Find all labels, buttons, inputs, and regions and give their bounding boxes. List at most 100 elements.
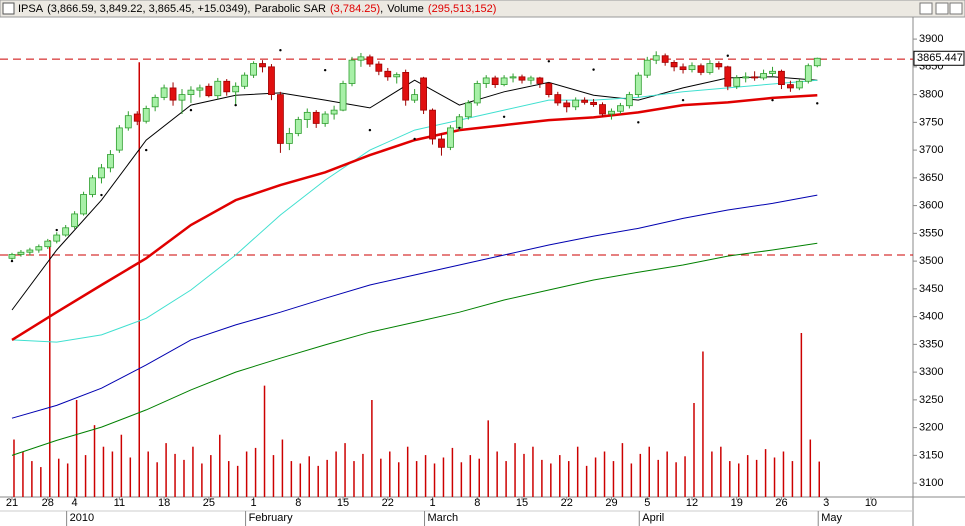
legend-separator: , <box>247 3 250 15</box>
candle-body <box>572 99 580 108</box>
x-tick-label: 19 <box>731 497 743 509</box>
sar-dot <box>413 137 416 141</box>
y-tick-label: 3700 <box>919 144 943 156</box>
sar-dot <box>100 193 103 197</box>
y-tick-label: 3450 <box>919 283 943 295</box>
legend-name: Parabolic SAR <box>254 3 326 15</box>
sar-dot <box>234 103 237 107</box>
candle-body <box>581 99 589 103</box>
candle-body <box>733 77 741 87</box>
candle-body <box>8 254 16 259</box>
x-tick-label: 28 <box>42 497 54 509</box>
maximize-button[interactable] <box>935 2 949 15</box>
candle-body <box>697 65 705 73</box>
candle-body <box>795 80 803 89</box>
close-button[interactable] <box>949 2 963 15</box>
candle-body <box>17 251 25 255</box>
restore-button[interactable] <box>919 2 933 15</box>
x-tick-label: 21 <box>6 497 18 509</box>
candle-body <box>312 111 320 124</box>
candle-body <box>804 65 812 82</box>
sar-dot <box>726 54 729 57</box>
candle-body <box>608 110 615 115</box>
candle-body <box>438 138 445 148</box>
candle-body <box>491 77 499 86</box>
candle-body <box>769 70 776 74</box>
candle-body <box>518 76 526 81</box>
last-price-box <box>913 50 965 66</box>
x-tick-label: 1 <box>251 497 257 509</box>
candle-body <box>402 71 410 101</box>
y-tick-label: 3750 <box>919 116 943 128</box>
legend-value: (3,866.59, 3,849.22, 3,865.45, +15.0349) <box>47 3 247 15</box>
candle-body <box>384 70 392 78</box>
window-icon <box>2 2 15 15</box>
candle-body <box>98 167 105 179</box>
candle-body <box>536 77 544 84</box>
candle-body <box>509 76 517 79</box>
y-tick-label: 3800 <box>919 89 943 101</box>
candle-body <box>455 116 463 129</box>
candle-body <box>285 133 293 144</box>
sar-dot <box>368 128 372 132</box>
legend-value: (295,513,152) <box>428 3 497 15</box>
y-tick-label: 3900 <box>919 33 943 45</box>
candle-body <box>751 76 759 79</box>
candle-body <box>232 85 240 93</box>
x-tick-label: 3 <box>823 497 829 509</box>
candle-body <box>241 74 249 87</box>
candle-body <box>142 108 150 122</box>
x-tick-label: 1 <box>429 497 435 509</box>
candle-body <box>599 104 606 115</box>
candle-body <box>339 83 347 111</box>
candle-body <box>473 83 481 104</box>
candle-body <box>643 59 651 76</box>
candle-body <box>617 105 624 112</box>
moving-average-line <box>11 194 818 419</box>
x-tick-label: 22 <box>561 497 573 509</box>
last-price-label: 3865.447 <box>917 52 963 64</box>
x-tick-label: 8 <box>474 497 480 509</box>
candle-body <box>357 56 365 61</box>
moving-average-line <box>11 242 818 456</box>
candle-body <box>652 55 660 61</box>
y-tick-label: 3500 <box>919 255 943 267</box>
candle-body <box>429 109 436 140</box>
candle-body <box>420 77 427 111</box>
legend-value: (3,784.25) <box>330 3 380 15</box>
candle-body <box>500 77 508 86</box>
month-label: April <box>642 512 664 524</box>
y-tick-label: 3600 <box>919 200 943 212</box>
y-tick-label: 3550 <box>919 227 943 239</box>
candle-body <box>634 74 642 95</box>
sar-dot <box>10 259 14 263</box>
sar-dot <box>681 98 685 102</box>
candle-body <box>196 87 204 91</box>
y-tick-label: 3300 <box>919 366 943 378</box>
candle-body <box>294 119 302 134</box>
candle-body <box>679 66 687 71</box>
x-tick-label: 26 <box>775 497 787 509</box>
candle-body <box>303 111 311 120</box>
candle-body <box>178 94 186 101</box>
sar-dot <box>458 126 461 130</box>
candle-body <box>250 63 257 76</box>
month-label: May <box>821 512 842 524</box>
x-tick-label: 8 <box>295 497 301 509</box>
candle-body <box>321 113 329 124</box>
candle-body <box>214 80 222 97</box>
candle-body <box>205 85 213 97</box>
candle-body <box>35 246 43 251</box>
candle-body <box>715 63 723 68</box>
candle-body <box>169 87 177 101</box>
y-tick-label: 3650 <box>919 172 943 184</box>
sar-dot <box>592 68 595 71</box>
candle-body <box>545 83 553 95</box>
candle-body <box>393 74 401 78</box>
x-tick-label: 22 <box>382 497 394 509</box>
sar-dot <box>145 148 148 152</box>
x-tick-label: 18 <box>158 497 170 509</box>
candle-body <box>742 76 750 79</box>
